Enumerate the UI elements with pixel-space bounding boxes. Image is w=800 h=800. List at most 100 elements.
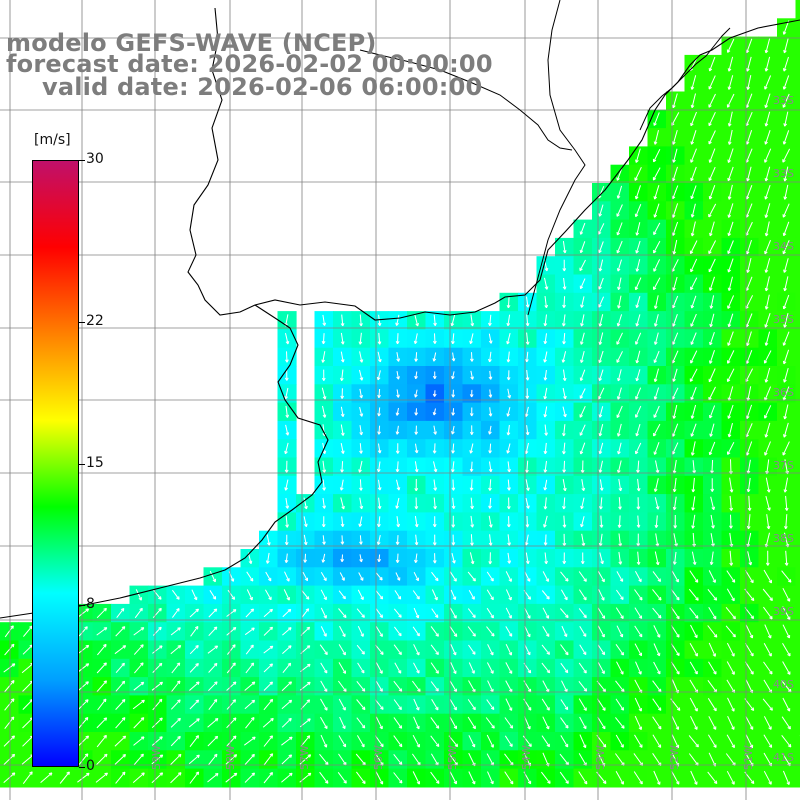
- wind-arrow: [525, 351, 529, 363]
- wind-arrow: [3, 735, 15, 747]
- wind-cell: [795, 164, 800, 184]
- wind-arrow: [321, 553, 326, 563]
- wind-arrow: [726, 588, 735, 602]
- wind-arrow: [580, 296, 585, 308]
- wind-arrow: [727, 258, 734, 273]
- wind-arrow: [244, 753, 255, 765]
- wind-arrow: [746, 166, 752, 182]
- wind-arrow: [562, 387, 567, 400]
- wind-arrow: [635, 369, 641, 382]
- wind-arrow: [782, 93, 790, 108]
- wind-arrow: [635, 185, 641, 200]
- wind-arrow: [504, 771, 514, 785]
- wind-arrow: [375, 771, 384, 785]
- wind-cell: [795, 658, 800, 678]
- wind-arrow: [430, 717, 440, 729]
- wind-arrow: [432, 390, 437, 397]
- wind-arrow: [433, 479, 438, 491]
- wind-arrow: [579, 405, 586, 418]
- wind-arrow: [635, 296, 641, 309]
- wind-arrow: [359, 314, 363, 327]
- wind-arrow: [507, 388, 512, 399]
- wind-arrow: [597, 716, 606, 730]
- wind-arrow: [653, 442, 660, 455]
- wind-arrow: [596, 680, 606, 693]
- wind-arrow: [744, 661, 754, 675]
- wind-arrow: [672, 477, 677, 493]
- wind-arrow: [727, 148, 734, 163]
- wind-arrow: [670, 607, 680, 620]
- wind-arrow: [395, 497, 400, 509]
- wind-arrow: [340, 535, 345, 545]
- wind-arrow: [377, 443, 382, 454]
- wind-arrow: [634, 166, 642, 181]
- wind-arrow: [708, 203, 717, 218]
- wind-arrow: [691, 496, 696, 511]
- longitude-label: 54W: [520, 745, 533, 770]
- wind-arrow: [690, 277, 698, 291]
- wind-arrow: [340, 554, 345, 563]
- wind-arrow: [430, 662, 439, 674]
- wind-arrow: [783, 404, 789, 420]
- wind-arrow: [281, 772, 293, 783]
- wind-arrow: [652, 571, 661, 582]
- wind-arrow: [321, 369, 326, 381]
- wind-arrow: [579, 734, 587, 749]
- wind-arrow: [562, 497, 566, 510]
- wind-arrow: [40, 772, 53, 783]
- wind-arrow: [708, 642, 716, 657]
- wind-arrow: [783, 111, 789, 127]
- wind-arrow: [709, 221, 715, 237]
- wind-arrow: [451, 515, 456, 528]
- wind-arrow: [543, 534, 548, 546]
- wind-arrow: [433, 314, 437, 326]
- wind-arrow: [708, 716, 717, 730]
- wind-arrow: [284, 387, 289, 400]
- wind-arrow: [616, 314, 623, 327]
- wind-arrow: [486, 626, 495, 637]
- wind-arrow: [432, 553, 437, 564]
- wind-arrow: [617, 423, 622, 437]
- wind-arrow: [655, 460, 660, 474]
- wind-arrow: [671, 570, 679, 583]
- wind-arrow: [708, 368, 716, 383]
- wind-arrow: [506, 443, 511, 454]
- wind-arrow: [579, 644, 587, 656]
- wind-arrow: [488, 407, 493, 417]
- wind-arrow: [599, 479, 604, 491]
- wind-arrow: [413, 333, 418, 345]
- wind-arrow: [708, 75, 716, 90]
- wind-arrow: [726, 734, 735, 749]
- wind-arrow: [77, 663, 90, 673]
- wind-arrow: [708, 606, 717, 620]
- wind-arrow: [396, 516, 401, 528]
- wind-arrow: [451, 461, 455, 473]
- wind-arrow: [727, 56, 734, 72]
- wind-arrow: [763, 569, 772, 584]
- wind-arrow: [689, 697, 698, 712]
- wind-arrow: [782, 441, 790, 456]
- wind-arrow: [597, 644, 606, 656]
- wind-arrow: [338, 662, 346, 674]
- wind-arrow: [245, 717, 255, 729]
- wind-arrow: [671, 423, 679, 437]
- latitude-label: 33S: [773, 167, 794, 180]
- wind-arrow: [710, 514, 715, 529]
- wind-arrow: [244, 627, 255, 636]
- wind-arrow: [653, 350, 660, 363]
- wind-arrow: [134, 607, 143, 619]
- wind-arrow: [764, 258, 771, 273]
- wind-arrow: [209, 570, 216, 583]
- wind-arrow: [506, 370, 511, 381]
- wind-arrow: [525, 425, 530, 436]
- wind-arrow: [96, 753, 108, 766]
- wind-arrow: [189, 681, 200, 691]
- wind-arrow: [764, 367, 771, 383]
- wind-arrow: [263, 753, 274, 766]
- wind-arrow: [320, 698, 328, 711]
- wind-arrow: [97, 643, 107, 656]
- wind-arrow: [96, 717, 108, 729]
- wind-arrow: [688, 735, 699, 748]
- wind-arrow: [189, 771, 200, 784]
- wind-arrow: [506, 497, 511, 510]
